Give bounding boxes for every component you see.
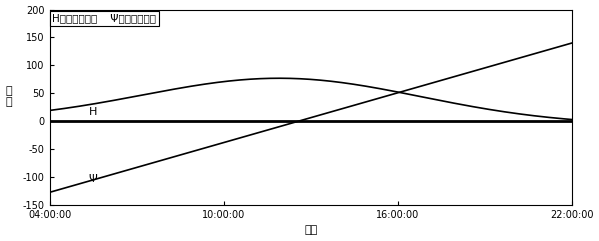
X-axis label: 时间: 时间 bbox=[304, 225, 317, 235]
Text: H: H bbox=[89, 107, 97, 117]
Y-axis label: 度
数: 度 数 bbox=[5, 86, 12, 107]
Text: Ψ: Ψ bbox=[89, 174, 98, 184]
Text: H为高度角曲线    Ψ为方位角曲线: H为高度角曲线 Ψ为方位角曲线 bbox=[52, 13, 156, 23]
